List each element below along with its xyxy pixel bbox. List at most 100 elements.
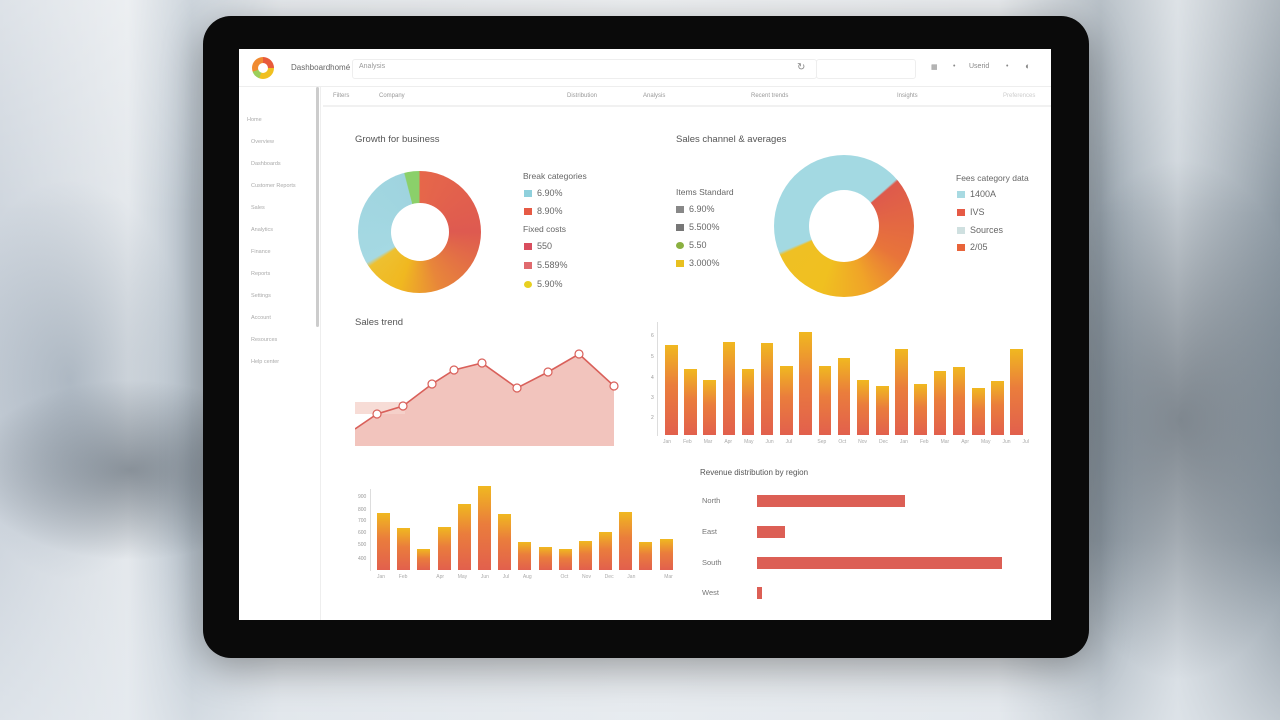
legend-swatch <box>957 226 965 234</box>
bar-chart-monthly[interactable] <box>665 329 1023 435</box>
legend-swatch <box>676 205 684 213</box>
bar-chart-2-x-labels: Jan Feb Apr May Jun Jul Aug Oct Nov Dec Jan Mar <box>377 574 673 580</box>
bar[interactable] <box>538 547 552 570</box>
profile-icon[interactable]: ◐ <box>1025 61 1031 71</box>
bar[interactable] <box>639 542 653 570</box>
bar[interactable] <box>437 527 451 570</box>
bar[interactable] <box>599 532 613 570</box>
sidebar-scrollbar[interactable] <box>316 87 319 327</box>
donut2-hole <box>809 190 879 262</box>
dot-icon[interactable]: • <box>1006 63 1009 70</box>
bar[interactable] <box>914 384 927 435</box>
hbar-label: South <box>702 558 722 567</box>
bar[interactable] <box>477 486 491 570</box>
bar[interactable] <box>558 549 572 570</box>
bar[interactable] <box>397 528 411 570</box>
bar[interactable] <box>895 349 908 435</box>
secondary-search-input[interactable] <box>816 59 916 79</box>
dashboard-screen: Dashboardhomé Analysis ↻ ▦ • Userid • ◐ … <box>239 49 1051 620</box>
bar[interactable] <box>518 542 532 570</box>
app-logo-icon[interactable] <box>252 57 274 79</box>
bar[interactable] <box>933 371 947 435</box>
bar[interactable] <box>1010 349 1023 435</box>
sidebar-item-dashboards[interactable]: Dashboards <box>251 161 281 167</box>
sidebar-item-analytics[interactable]: Analytics <box>251 227 274 233</box>
subnav-filters[interactable]: Filters <box>333 93 350 99</box>
donut1-title: Growth for business <box>355 134 440 145</box>
donut2-right-legend-item: IVS <box>957 207 985 217</box>
bar[interactable] <box>799 332 812 435</box>
bar[interactable] <box>876 386 889 435</box>
bar[interactable] <box>457 503 471 570</box>
bar[interactable] <box>972 388 985 435</box>
donut2-right-legend-item: 1400A <box>957 189 996 199</box>
legend-swatch <box>957 208 965 216</box>
donut2-left-legend-item: 5.50 <box>676 240 707 250</box>
donut1-legend-header-1: Break categories <box>523 171 587 181</box>
bar-chart-secondary[interactable] <box>377 486 673 570</box>
search-input[interactable] <box>352 59 817 79</box>
sidebar-item-finance[interactable]: Finance <box>251 249 271 255</box>
bar[interactable] <box>837 357 851 435</box>
hbar-chart-title: Revenue distribution by region <box>700 468 809 477</box>
dot-icon[interactable]: • <box>953 63 956 70</box>
bar[interactable] <box>991 380 1004 435</box>
sidebar-item-account[interactable]: Account <box>251 315 271 321</box>
app-subtitle: Analysis <box>359 63 386 70</box>
bar[interactable] <box>665 344 678 435</box>
user-label[interactable]: Userid <box>969 63 990 70</box>
bar[interactable] <box>856 379 870 435</box>
bar[interactable] <box>684 369 697 435</box>
grid-icon[interactable]: ▦ <box>931 64 938 71</box>
bar[interactable] <box>741 369 755 435</box>
sub-navigation: Filters Company Distribution Analysis Re… <box>323 87 1051 107</box>
hbar-label: East <box>702 527 718 536</box>
bar[interactable] <box>377 512 390 570</box>
area-chart-sales-trend[interactable] <box>355 344 620 449</box>
refresh-icon[interactable]: ↻ <box>797 62 806 73</box>
subnav-company[interactable]: Company <box>379 93 405 99</box>
bar[interactable] <box>417 549 431 570</box>
bar-chart-1-y-axis <box>657 322 658 436</box>
sidebar-item-help-center[interactable]: Help center <box>251 359 280 365</box>
sidebar-item-sales[interactable]: Sales <box>251 205 265 211</box>
hbar-north[interactable] <box>757 495 905 507</box>
legend-swatch <box>524 261 532 269</box>
subnav-analysis[interactable]: Analysis <box>643 93 666 99</box>
legend-swatch <box>524 207 532 215</box>
bar[interactable] <box>818 366 831 435</box>
bar[interactable] <box>498 513 512 570</box>
donut2-left-legend-item: 6.90% <box>676 204 715 214</box>
sidebar-item-resources[interactable]: Resources <box>251 337 278 343</box>
hbar-east[interactable] <box>757 526 785 538</box>
subnav-insights[interactable]: Insights <box>897 93 918 99</box>
hbar-label: West <box>702 588 719 597</box>
bar[interactable] <box>578 541 592 570</box>
donut2-left-legend-item: 5.500% <box>676 222 720 232</box>
hbar-south[interactable] <box>757 557 1002 569</box>
bar[interactable] <box>760 342 774 435</box>
bar[interactable] <box>619 512 633 570</box>
subnav-preferences[interactable]: Preferences <box>1003 93 1036 99</box>
sidebar-item-settings[interactable]: Settings <box>251 293 271 299</box>
subnav-distribution[interactable]: Distribution <box>567 93 598 99</box>
legend-swatch <box>524 189 532 197</box>
sidebar-item-home[interactable]: Home <box>247 117 262 123</box>
bar[interactable] <box>722 341 736 435</box>
y-tick: 3 <box>651 395 654 401</box>
subnav-recent-trends[interactable]: Recent trends <box>751 93 789 99</box>
sidebar: Home Overview Dashboards Customer Report… <box>239 87 321 620</box>
sidebar-item-customer-reports[interactable]: Customer Reports <box>251 183 296 189</box>
legend-swatch <box>676 223 684 231</box>
bar[interactable] <box>703 379 716 435</box>
bar-chart-2-y-axis <box>370 489 371 571</box>
y-tick: 6 <box>651 333 654 339</box>
bar[interactable] <box>952 367 966 435</box>
y-tick: 700 <box>358 518 367 524</box>
bar[interactable] <box>780 366 793 435</box>
hbar-west[interactable] <box>757 587 762 599</box>
bar[interactable] <box>659 538 673 570</box>
sidebar-item-reports[interactable]: Reports <box>251 271 271 277</box>
donut2-title: Sales channel & averages <box>676 134 787 145</box>
sidebar-item-overview[interactable]: Overview <box>251 139 274 145</box>
